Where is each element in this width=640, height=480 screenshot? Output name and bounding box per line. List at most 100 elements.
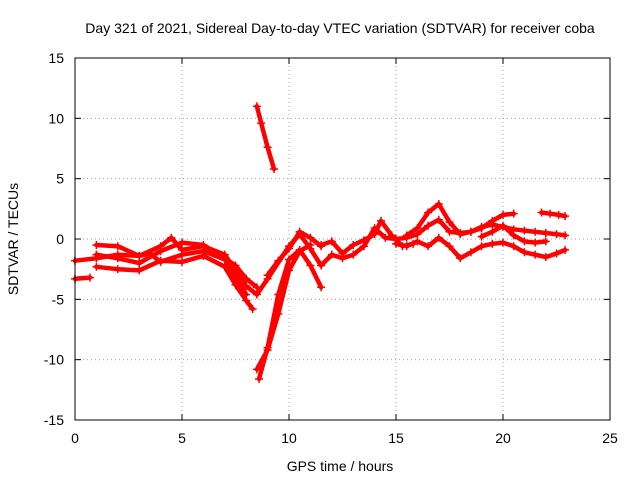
data-point-marker	[295, 227, 304, 236]
data-point-marker	[255, 374, 264, 383]
data-point-marker	[392, 239, 400, 248]
y-tick-label: -15	[44, 412, 64, 428]
axis-ticks: 0 5 10 15 20 25 -15 -10 -5 0 5 10 15	[44, 50, 618, 446]
data-point-marker	[317, 283, 326, 292]
data-point-marker	[85, 273, 94, 282]
data-point-marker	[456, 254, 465, 263]
data-point-marker	[381, 233, 390, 242]
x-tick-label: 10	[281, 430, 297, 446]
x-tick-label: 25	[602, 430, 618, 446]
data-point-marker	[377, 216, 386, 225]
data-point-marker	[520, 226, 529, 235]
data-point-marker	[413, 224, 422, 233]
data-point-marker	[220, 254, 229, 263]
data-point-marker	[554, 210, 563, 219]
data-point-marker	[466, 227, 475, 236]
data-point-marker	[477, 242, 486, 251]
data-point-marker	[178, 257, 186, 266]
data-point-marker	[285, 255, 293, 264]
data-point-marker	[520, 237, 529, 246]
data-point-marker	[531, 238, 540, 247]
data-point-marker	[92, 241, 101, 250]
data-point-marker	[537, 208, 546, 217]
data-point-marker	[135, 251, 144, 260]
data-point-marker	[285, 266, 293, 275]
y-tick-label: -10	[44, 352, 64, 368]
data-point-marker	[488, 216, 497, 225]
data-point-marker	[199, 241, 208, 250]
data-point-marker	[434, 200, 443, 209]
y-tick-label: 15	[48, 50, 64, 66]
data-point-marker	[434, 215, 443, 224]
data-point-marker	[509, 231, 518, 240]
data-point-marker	[445, 227, 454, 236]
series-line-track-5	[94, 240, 260, 290]
data-point-marker	[274, 290, 283, 299]
data-point-marker	[541, 228, 550, 237]
data-point-marker	[445, 242, 454, 251]
data-point-marker	[113, 265, 122, 274]
x-tick-label: 5	[178, 430, 186, 446]
data-point-marker	[156, 247, 165, 256]
data-point-marker	[424, 208, 433, 217]
data-point-marker	[541, 237, 550, 246]
x-tick-label: 20	[495, 430, 511, 446]
data-point-marker	[274, 256, 283, 265]
data-point-marker	[488, 239, 497, 248]
data-point-marker	[531, 227, 540, 236]
data-point-marker	[252, 283, 261, 292]
series-line-track-3	[94, 242, 249, 297]
data-point-marker	[359, 236, 368, 245]
data-point-marker	[402, 231, 411, 240]
data-point-marker	[338, 249, 347, 258]
series-line-track-2	[72, 217, 568, 297]
x-axis-label: GPS time / hours	[287, 458, 394, 474]
data-point-marker	[561, 212, 570, 221]
data-point-marker	[113, 254, 122, 263]
data-point-marker	[402, 242, 411, 251]
data-point-marker	[231, 261, 240, 270]
data-point-marker	[520, 248, 529, 257]
data-point-marker	[424, 221, 433, 230]
data-point-marker	[349, 241, 358, 250]
data-point-marker	[252, 102, 261, 111]
y-tick-label: 0	[56, 231, 64, 247]
x-tick-label: 0	[71, 430, 79, 446]
data-point-marker	[477, 232, 486, 241]
series-line-track-10	[318, 218, 416, 256]
data-point-marker	[409, 239, 418, 248]
data-point-marker	[413, 237, 422, 246]
data-point-marker	[488, 227, 497, 236]
series-line-track-9	[265, 229, 324, 278]
data-point-marker	[327, 237, 336, 246]
data-point-marker	[531, 250, 540, 259]
data-point-marker	[370, 230, 379, 239]
y-axis-label: SDTVAR / TECUs	[5, 183, 21, 295]
data-point-marker	[466, 248, 475, 257]
data-point-marker	[499, 210, 507, 219]
data-point-marker	[285, 244, 293, 253]
x-tick-label: 15	[388, 430, 404, 446]
data-point-marker	[456, 230, 465, 239]
data-point-marker	[92, 262, 101, 271]
y-tick-label: -5	[52, 291, 65, 307]
data-point-marker	[252, 365, 261, 374]
data-point-marker	[178, 250, 186, 259]
data-point-marker	[327, 250, 336, 259]
data-point-marker	[231, 272, 240, 281]
data-point-marker	[546, 209, 555, 218]
data-point-marker	[242, 282, 251, 291]
chart-title: Day 321 of 2021, Sidereal Day-to-day VTE…	[85, 20, 595, 36]
data-point-marker	[263, 343, 272, 352]
series-line-track-6	[254, 104, 277, 172]
data-point-marker	[178, 238, 186, 247]
data-point-marker	[387, 231, 396, 240]
data-point-marker	[156, 256, 165, 265]
data-point-marker	[231, 280, 240, 289]
data-point-marker	[552, 249, 561, 258]
data-point-marker	[434, 233, 443, 242]
data-point-marker	[306, 261, 315, 270]
data-point-marker	[113, 242, 122, 251]
data-markers	[71, 102, 570, 383]
